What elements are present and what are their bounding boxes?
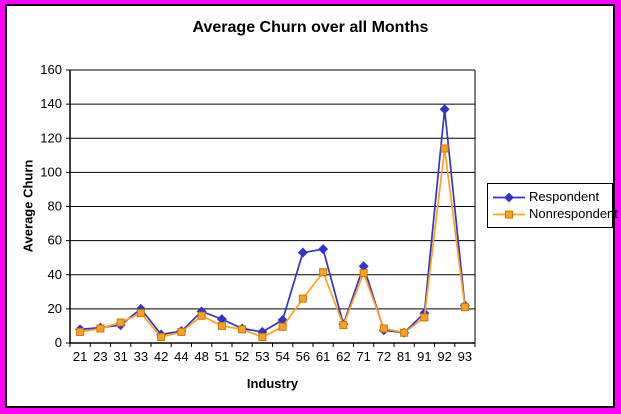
marker-square-nonrespondent (258, 333, 267, 342)
y-tick-label: 0 (55, 335, 62, 350)
marker-square-nonrespondent (197, 311, 206, 320)
x-tick-label: 51 (215, 349, 229, 364)
x-tick-label: 44 (174, 349, 188, 364)
marker-square-nonrespondent (157, 333, 166, 342)
marker-square-nonrespondent (339, 321, 348, 330)
x-tick-label: 21 (73, 349, 87, 364)
y-tick-label: 140 (40, 96, 62, 111)
legend-label-respondent: Respondent (529, 189, 600, 204)
x-tick-label: 48 (194, 349, 208, 364)
marker-square-nonrespondent (96, 324, 105, 333)
respondent-line-diamond-icon (493, 192, 525, 202)
x-tick-label: 81 (397, 349, 411, 364)
marker-square-nonrespondent (217, 321, 226, 330)
y-tick-label: 160 (40, 62, 62, 77)
legend-item-respondent: Respondent (492, 190, 612, 204)
marker-square-nonrespondent (460, 303, 469, 312)
marker-square-nonrespondent (379, 324, 388, 333)
x-tick-label: 23 (93, 349, 107, 364)
marker-square-nonrespondent (238, 325, 247, 334)
y-tick-label: 60 (48, 233, 62, 248)
x-tick-label: 62 (336, 349, 350, 364)
marker-square-nonrespondent (116, 318, 125, 327)
y-tick-label: 120 (40, 130, 62, 145)
x-tick-label: 52 (235, 349, 249, 364)
marker-square-nonrespondent (400, 328, 409, 337)
x-tick-label: 92 (437, 349, 451, 364)
y-tick-label: 80 (48, 199, 62, 214)
marker-square-nonrespondent (278, 322, 287, 331)
x-tick-label: 53 (255, 349, 269, 364)
marker-diamond-respondent (439, 104, 450, 115)
x-tick-label: 91 (417, 349, 431, 364)
x-tick-label: 56 (296, 349, 310, 364)
marker-diamond-respondent (318, 244, 329, 255)
x-tick-label: 61 (316, 349, 330, 364)
x-tick-label: 93 (458, 349, 472, 364)
marker-square-nonrespondent (177, 327, 186, 336)
x-tick-label: 33 (134, 349, 148, 364)
series-line-respondent (80, 109, 466, 336)
legend-label-nonrespondent: Nonrespondent (529, 206, 618, 221)
marker-square-nonrespondent (136, 309, 145, 318)
x-tick-label: 54 (275, 349, 289, 364)
marker-diamond-respondent (297, 247, 308, 258)
x-tick-label: 72 (377, 349, 391, 364)
x-tick-label: 31 (113, 349, 127, 364)
marker-square-nonrespondent (359, 269, 368, 278)
marker-square-nonrespondent (440, 144, 449, 153)
x-tick-label: 42 (154, 349, 168, 364)
x-axis-title: Industry (246, 376, 299, 391)
x-tick-label: 71 (356, 349, 370, 364)
y-tick-label: 100 (40, 164, 62, 179)
y-tick-label: 40 (48, 267, 62, 282)
marker-square-nonrespondent (298, 294, 307, 303)
legend-item-nonrespondent: Nonrespondent (492, 207, 618, 221)
marker-square-nonrespondent (319, 268, 328, 277)
chart-title: Average Churn over all Months (192, 19, 429, 36)
legend: Respondent Nonrespondent (487, 183, 618, 228)
nonrespondent-line-square-icon (493, 210, 525, 218)
marker-square-nonrespondent (420, 313, 429, 322)
marker-square-nonrespondent (76, 327, 85, 336)
y-tick-label: 20 (48, 301, 62, 316)
